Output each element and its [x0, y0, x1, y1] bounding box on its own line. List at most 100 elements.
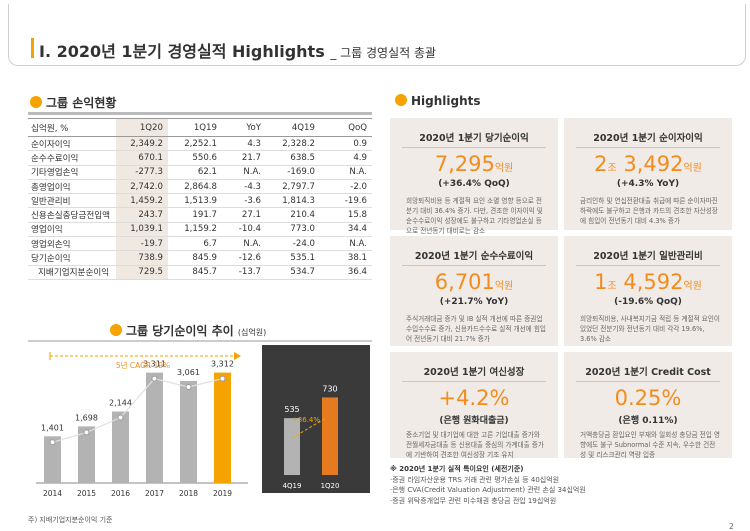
table-cell: 1,513.9 — [168, 193, 222, 209]
card-title: 2020년 1분기 Credit Cost — [585, 367, 711, 378]
table-cell: 550.6 — [168, 150, 222, 166]
big-unit: 억원 — [494, 163, 514, 174]
header-accent-bar — [31, 38, 34, 58]
cagr-annotation: 5년 CAGR 19% — [116, 360, 170, 370]
card-divider — [402, 381, 546, 382]
table-cell: -169.0 — [266, 165, 320, 180]
table-row: 순수수료이익 670.1 550.6 21.7 638.5 4.9 — [28, 150, 372, 166]
card-divider — [402, 147, 546, 148]
big-number: +4.2% — [438, 386, 510, 410]
qtick-label-1Q20: 1Q20 — [321, 482, 340, 490]
tick-label-2018: 2018 — [179, 489, 198, 498]
big-unit: 조 — [607, 281, 617, 292]
card-desc: 금리인하 및 연십전환대출 취급에 따른 순이자마진 하락에도 불구하고 은행과… — [580, 197, 718, 225]
table-cell: N.A. — [320, 236, 372, 252]
highlight-card: 2020년 1분기 당기순이익 7,295억원 (+36.4% QoQ) 희망퇴직비… — [390, 118, 558, 235]
table-cell: 845.9 — [168, 250, 222, 266]
note-item: ·증권 라임자산운용 TRS 거래 관련 평가손실 등 40십억원 — [390, 475, 560, 484]
table-cell: 1,039.1 — [116, 221, 168, 238]
data-label-2015: 1,698 — [75, 413, 98, 422]
big-number: 2 — [594, 152, 608, 176]
big-number: 1 — [594, 270, 608, 294]
card-big-value: 0.25% — [564, 386, 732, 410]
card-big-value: 6,701억원 — [390, 270, 558, 294]
table-cell: 2,797.7 — [266, 178, 320, 195]
bar-2018 — [180, 380, 197, 483]
card-desc: 희망퇴직비용, 사내복지기금 적립 등 계절적 요인이 있었던 전분기와 전년동… — [580, 315, 720, 343]
table-cell: N.A. — [222, 236, 266, 252]
big-number-2: 3,492 — [623, 152, 684, 176]
data-label-2017: 3,311 — [143, 360, 166, 369]
card-sub: (+21.7% YoY) — [439, 297, 509, 307]
data-label-2014: 1,401 — [41, 423, 64, 432]
card-title: 2020년 1분기 일반관리비 — [593, 251, 703, 262]
big-number: 7,295 — [434, 152, 495, 176]
chart-divider — [28, 340, 372, 342]
table-cell: 2,252.1 — [168, 136, 222, 152]
qdata-label-4Q19: 535 — [284, 405, 299, 414]
row-label: 총영업이익 — [28, 178, 116, 195]
card-divider — [402, 265, 546, 266]
highlights-title: Highlights — [395, 94, 481, 108]
table-header-row: 십억원, % 1Q20 1Q19 YoY 4Q19 QoQ — [28, 118, 372, 137]
table-cell: 738.9 — [116, 250, 168, 266]
data-label-2016: 2,144 — [109, 399, 132, 408]
col-header: QoQ — [320, 118, 372, 137]
table-row: 당기순이익 738.9 845.9 -12.6 535.1 38.1 — [28, 250, 372, 266]
table-cell: 845.7 — [168, 265, 222, 280]
table-cell: 535.1 — [266, 250, 320, 266]
table-cell: 670.1 — [116, 150, 168, 166]
table-cell: -19.7 — [116, 236, 168, 252]
col-header: 십억원, % — [28, 118, 116, 137]
card-title: 2020년 1분기 순이자이익 — [593, 133, 703, 144]
table-cell: 38.1 — [320, 250, 372, 266]
page-number: 2 — [728, 522, 734, 531]
highlight-card: 2020년 1분기 여신성장 +4.2% (은행 원화대출금) 중소기업 및 대기업… — [390, 352, 558, 459]
row-label: 영업외손익 — [28, 236, 116, 252]
table-cell: -2.0 — [320, 178, 372, 195]
table-cell: 6.7 — [168, 236, 222, 252]
page-header: I. 2020년 1분기 경영실적 Highlights _ 그룹 경영실적 총… — [8, 4, 746, 66]
card-title: 2020년 1분기 당기순이익 — [419, 133, 529, 144]
table-cell: -3.6 — [222, 193, 266, 209]
sub-title: _ 그룹 경영실적 총괄 — [330, 46, 437, 60]
bar-2015 — [78, 426, 95, 483]
growth-arrow — [291, 417, 327, 439]
note-item: ·증권 위탁증개업무 관련 미수채권 충당금 전입 19십억원 — [390, 496, 557, 505]
table-cell: 773.0 — [266, 221, 320, 238]
notes-block: ※ 2020년 1분기 실적 특이요인 (세전기준) ·증권 라임자산운용 TR… — [390, 464, 586, 506]
table-cell: 243.7 — [116, 207, 168, 223]
table-cell: -13.7 — [222, 265, 266, 280]
row-label: 일반관리비 — [28, 193, 116, 209]
tick-label-2014: 2014 — [43, 489, 62, 498]
income-section-title: 그룹 손익현황 — [30, 94, 116, 111]
table-cell: -19.6 — [320, 193, 372, 209]
bar-2017 — [146, 372, 163, 483]
big-number: 0.25% — [614, 386, 682, 410]
table-cell: 15.8 — [320, 207, 372, 223]
card-desc: 중소기업 및 대기업에 대한 고른 기업대출 증가와 전월세자금대출 등 신용대… — [406, 431, 544, 459]
table-cell: 0.9 — [320, 136, 372, 152]
table-cell: -4.3 — [222, 178, 266, 195]
data-label-2018: 3,061 — [177, 368, 200, 377]
table-cell: 210.4 — [266, 207, 320, 223]
bar-2019 — [214, 372, 231, 483]
trend-line — [52, 377, 223, 443]
card-sub: (+36.4% QoQ) — [438, 179, 510, 189]
card-sub: (+4.3% YoY) — [616, 179, 680, 189]
card-title: 2020년 1분기 여신성장 — [423, 367, 525, 378]
table-cell: 1,159.2 — [168, 221, 222, 238]
trend-point-2018 — [185, 383, 192, 390]
table-cell: 2,328.2 — [266, 136, 320, 152]
card-title: 2020년 1분기 순수수료이익 — [414, 251, 534, 262]
income-table: 십억원, % 1Q20 1Q19 YoY 4Q19 QoQ 순이자이익 2,349… — [28, 118, 372, 280]
notes-title: ※ 2020년 1분기 실적 특이요인 (세전기준) — [390, 465, 524, 473]
card-sub: (은행 원화대출금) — [439, 416, 509, 426]
table-cell: 638.5 — [266, 150, 320, 166]
data-label-2019: 3,312 — [211, 360, 234, 369]
card-desc: 주식거래대금 증가 및 IB 실적 개선에 따른 증권업 수입수수료 증가, 신… — [406, 315, 546, 343]
table-cell: -12.6 — [222, 250, 266, 266]
tick-label-2017: 2017 — [145, 489, 164, 498]
table-cell: 191.7 — [168, 207, 222, 223]
